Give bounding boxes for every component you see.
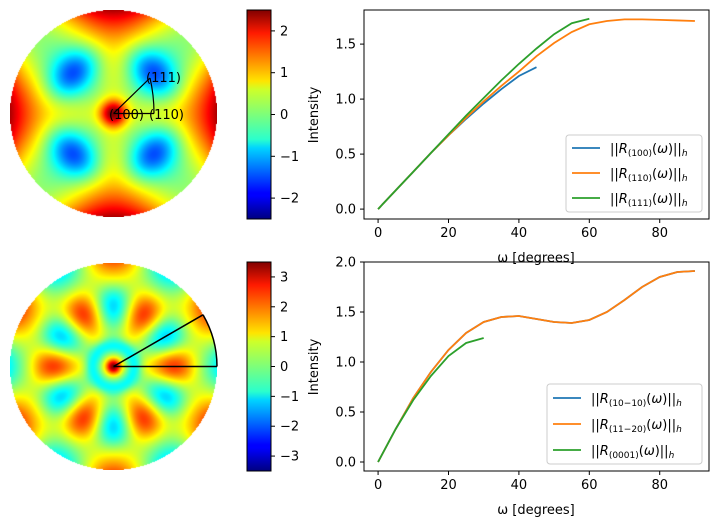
y-tick-label: 0.5 [335, 148, 356, 163]
line-chart-bottom-legend: ||R(10−10)(ω)||h ||R(11−20)(ω)||h ||R(00… [546, 383, 703, 465]
colorbar-top: 2 1 0 −1 −2 Intensity [246, 9, 322, 220]
series-line-1 [377, 270, 695, 463]
colorbar-bottom-bar [246, 261, 272, 472]
colorbar-bottom-ticks: 3 2 1 0 −1 −2 −3 [271, 270, 299, 465]
colorbar-tick-label: −2 [280, 192, 299, 207]
line-chart-top-yticks: 0.0 0.5 1.0 1.5 [335, 38, 364, 218]
y-tick-label: 0.0 [335, 456, 356, 471]
line-chart-bottom: 0 20 40 60 80 0.0 0.5 1.0 1.5 2.0 ω [degrees] ||… [335, 256, 710, 518]
line-chart-bottom-frame [363, 261, 710, 472]
legend-bottom-box [546, 383, 703, 465]
x-tick-label: 0 [374, 226, 382, 241]
colorbar-tick-label: 3 [280, 270, 288, 285]
colorbar-tick-label: −3 [280, 450, 299, 465]
colorbar-top-ticks: 2 1 0 −1 −2 [271, 24, 299, 207]
annotation-111: (111) [146, 71, 181, 86]
y-tick-label: 1.0 [335, 93, 356, 108]
line-chart-bottom-xticks: 0 20 40 60 80 [374, 471, 668, 493]
line-chart-bottom-series [377, 270, 695, 463]
x-tick-label: 80 [651, 478, 668, 493]
colorbar-tick-label: −1 [280, 150, 299, 165]
pole-figure-bottom [10, 263, 218, 470]
fundamental-triangle [113, 77, 155, 115]
colorbar-tick-label: 1 [280, 330, 288, 345]
colorbar-bottom-label: Intensity [307, 338, 322, 395]
x-tick-label: 80 [651, 226, 668, 241]
colorbar-tick-label: −1 [280, 390, 299, 405]
line-chart-top-xlabel: ω [degrees] [497, 251, 575, 266]
y-tick-label: 1.0 [335, 356, 356, 371]
y-tick-label: 2.0 [335, 256, 356, 271]
triangle-edge-110-111 [149, 77, 155, 114]
series-line-2 [377, 337, 484, 463]
colorbar-tick-label: 2 [280, 300, 288, 315]
x-tick-label: 0 [374, 478, 382, 493]
sector-arc [202, 314, 218, 367]
colorbar-top-label: Intensity [307, 86, 322, 143]
legend-top-box [565, 134, 703, 213]
y-tick-label: 1.5 [335, 38, 356, 53]
x-tick-label: 40 [511, 226, 528, 241]
colorbar-tick-label: 1 [280, 66, 288, 81]
fundamental-sector [113, 314, 218, 368]
y-tick-label: 0.5 [335, 406, 356, 421]
x-tick-label: 20 [440, 478, 457, 493]
sector-edge-diagonal [113, 314, 204, 368]
colorbar-tick-label: 2 [280, 24, 288, 39]
annotation-110: (110) [149, 108, 184, 123]
colorbar-tick-label: −2 [280, 420, 299, 435]
pole-figure-top: (111) (100) (110) [10, 10, 217, 217]
series-line-0 [377, 66, 537, 210]
y-tick-label: 0.0 [335, 203, 356, 218]
annotation-100: (100) [109, 108, 144, 123]
series-line-2 [377, 17, 590, 210]
x-tick-label: 40 [511, 478, 528, 493]
colorbar-bottom: 3 2 1 0 −1 −2 −3 Intensity [246, 261, 322, 472]
triangle-edge-100-111 [113, 77, 151, 114]
line-chart-bottom-xlabel: ω [degrees] [497, 503, 575, 518]
line-chart-bottom-yticks: 0.0 0.5 1.0 1.5 2.0 [335, 256, 364, 471]
line-chart-top-series [377, 17, 695, 210]
x-tick-label: 60 [581, 226, 598, 241]
colorbar-tick-label: 0 [280, 108, 288, 123]
line-chart-top-xticks: 0 20 40 60 80 [374, 219, 668, 241]
y-tick-label: 1.5 [335, 306, 356, 321]
colorbar-tick-label: 0 [280, 360, 288, 375]
x-tick-label: 60 [581, 478, 598, 493]
x-tick-label: 20 [440, 226, 457, 241]
line-chart-top: 0 20 40 60 80 0.0 0.5 1.0 1.5 ω [degrees] ||R(1… [335, 9, 710, 266]
line-chart-top-frame [363, 9, 710, 220]
colorbar-top-bar [246, 9, 272, 220]
line-chart-top-legend: ||R(100)(ω)||h ||R(110)(ω)||h ||R(111)(ω… [565, 134, 703, 213]
